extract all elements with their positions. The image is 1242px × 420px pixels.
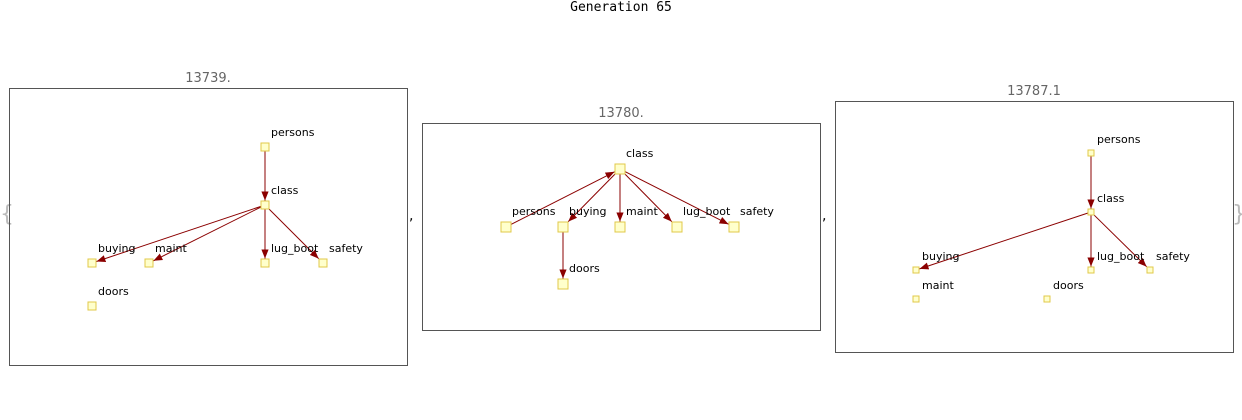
panel-3-frame bbox=[835, 101, 1234, 353]
node-label-lug_boot: lug_boot bbox=[683, 205, 731, 218]
node-lug_boot bbox=[671, 221, 683, 233]
node-safety bbox=[728, 221, 740, 233]
node-label-class: class bbox=[626, 147, 654, 160]
node-label-lug_boot: lug_boot bbox=[1097, 250, 1145, 263]
edge-persons-to-class bbox=[510, 171, 615, 225]
node-safety bbox=[1146, 266, 1154, 274]
panel-1-score: 13739. bbox=[185, 71, 231, 86]
node-maint bbox=[912, 295, 920, 303]
node-persons bbox=[500, 221, 512, 233]
separator-comma-2: , bbox=[822, 208, 827, 224]
node-label-doors: doors bbox=[1053, 279, 1084, 292]
node-label-doors: doors bbox=[98, 285, 129, 298]
edge-class-to-maint bbox=[153, 206, 262, 262]
node-label-class: class bbox=[1097, 192, 1125, 205]
node-buying bbox=[557, 221, 569, 233]
node-buying bbox=[912, 266, 920, 274]
node-label-buying: buying bbox=[569, 205, 606, 218]
node-lug_boot bbox=[260, 258, 270, 268]
node-label-maint: maint bbox=[626, 205, 658, 218]
panel-2-frame bbox=[422, 123, 821, 331]
node-label-maint: maint bbox=[922, 279, 954, 292]
edge-class-to-buying bbox=[96, 205, 262, 263]
edge-class-to-lug_boot bbox=[624, 173, 673, 222]
open-brace: { bbox=[0, 202, 14, 227]
node-label-lug_boot: lug_boot bbox=[271, 242, 319, 255]
node-maint bbox=[144, 258, 154, 268]
edge-class-to-buying bbox=[567, 173, 616, 222]
node-label-persons: persons bbox=[271, 126, 315, 139]
node-buying bbox=[87, 258, 97, 268]
node-lug_boot bbox=[1087, 266, 1095, 274]
node-label-buying: buying bbox=[98, 242, 135, 255]
node-label-safety: safety bbox=[329, 242, 363, 255]
node-persons bbox=[260, 142, 270, 152]
node-doors bbox=[557, 278, 569, 290]
node-class bbox=[1087, 208, 1095, 216]
panel-3-score: 13787.1 bbox=[1007, 84, 1061, 99]
node-label-class: class bbox=[271, 184, 299, 197]
node-persons bbox=[1087, 149, 1095, 157]
node-label-persons: persons bbox=[512, 205, 556, 218]
node-safety bbox=[318, 258, 328, 268]
node-label-safety: safety bbox=[1156, 250, 1190, 263]
separator-comma-1: , bbox=[409, 208, 414, 224]
edge-class-to-safety bbox=[624, 171, 729, 225]
node-class bbox=[614, 163, 626, 175]
node-label-persons: persons bbox=[1097, 133, 1141, 146]
node-label-buying: buying bbox=[922, 250, 959, 263]
node-doors bbox=[87, 301, 97, 311]
node-maint bbox=[614, 221, 626, 233]
edge-class-to-safety bbox=[1093, 214, 1147, 268]
node-label-doors: doors bbox=[569, 262, 600, 275]
edge-class-to-safety bbox=[268, 208, 320, 260]
panel-1-frame bbox=[9, 88, 408, 366]
node-label-safety: safety bbox=[740, 205, 774, 218]
edge-class-to-buying bbox=[919, 212, 1089, 270]
panel-2-score: 13780. bbox=[598, 106, 644, 121]
node-class bbox=[260, 200, 270, 210]
node-doors bbox=[1043, 295, 1051, 303]
node-label-maint: maint bbox=[155, 242, 187, 255]
page-title: Generation 65 bbox=[570, 0, 672, 15]
close-brace: } bbox=[1232, 202, 1242, 227]
